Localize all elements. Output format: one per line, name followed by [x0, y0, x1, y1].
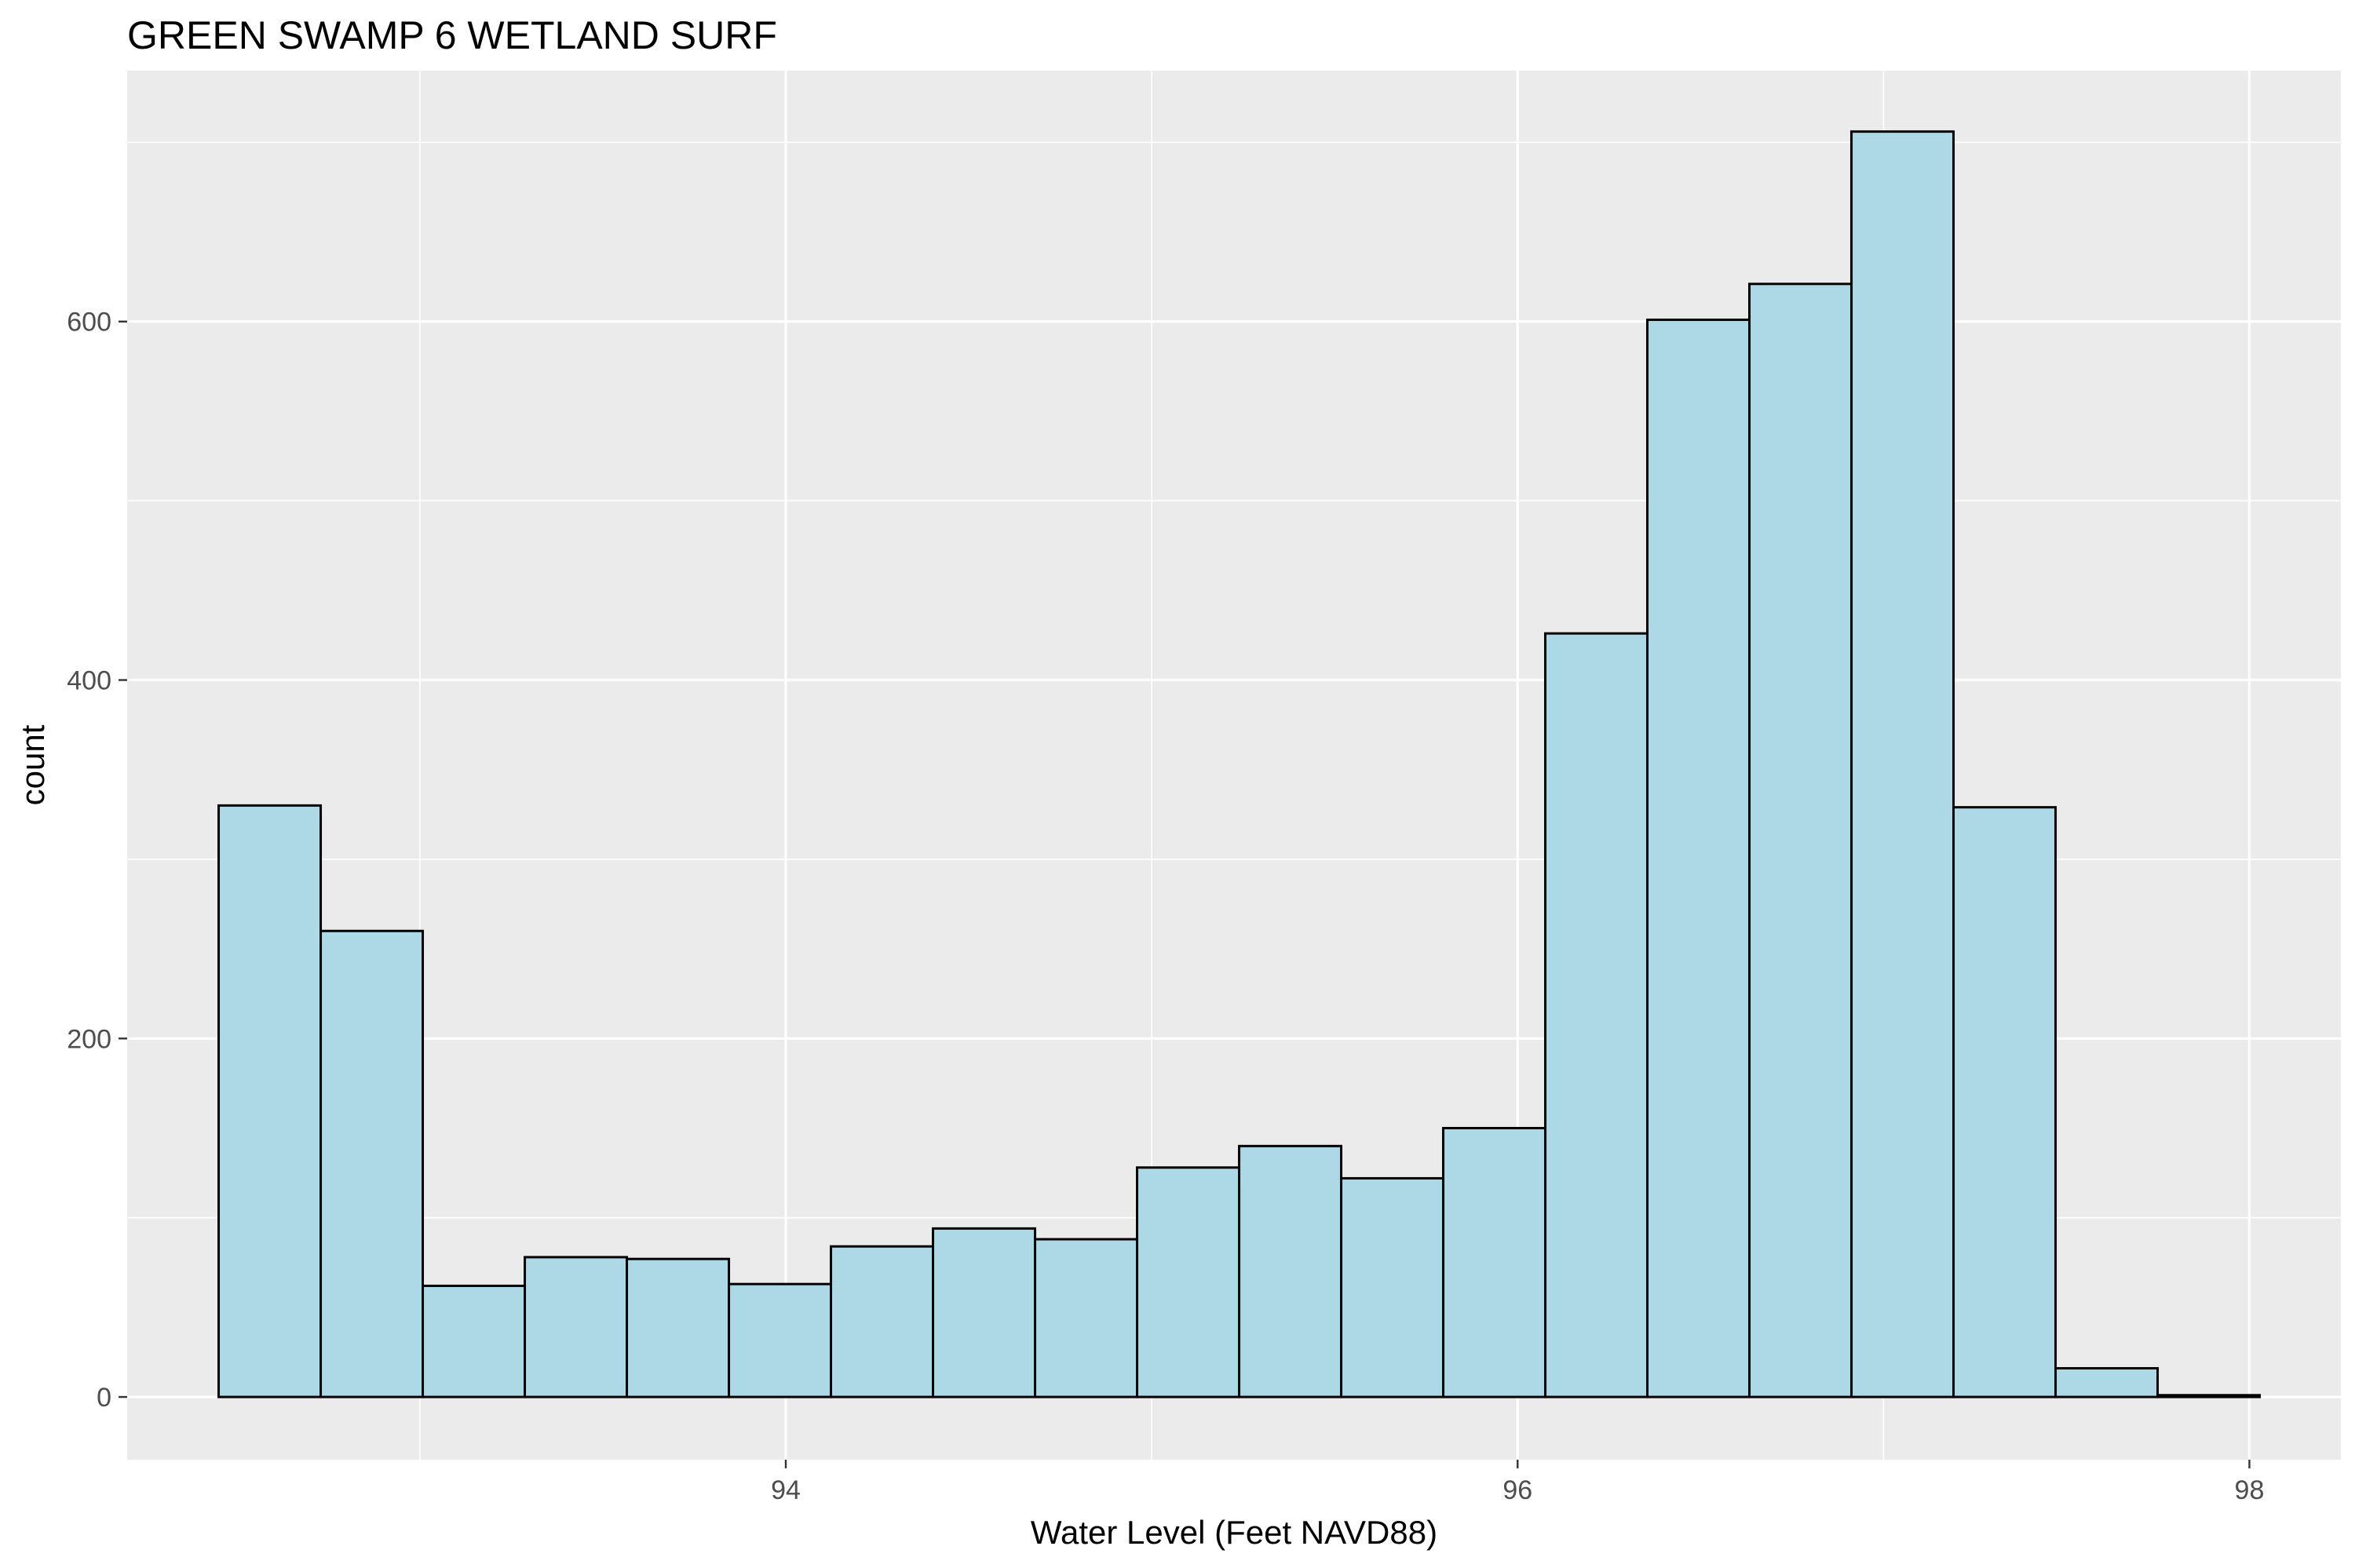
histogram-bar [2054, 1367, 2160, 1398]
histogram-bar [932, 1227, 1037, 1398]
histogram-bar [2156, 1394, 2262, 1398]
histogram-bar [1340, 1176, 1445, 1398]
histogram-bar [1544, 632, 1649, 1398]
histogram-bar [1646, 318, 1751, 1398]
y-tick-label: 200 [67, 1024, 111, 1054]
histogram-bar [422, 1284, 527, 1398]
x-tick-label: 96 [1502, 1475, 1532, 1505]
y-axis-title: count [14, 724, 51, 805]
histogram-bar [626, 1257, 731, 1398]
histogram-bar [1136, 1166, 1241, 1398]
histogram-bar [728, 1282, 833, 1398]
histogram-bars [217, 130, 2262, 1398]
x-tick-label: 94 [771, 1475, 801, 1505]
histogram-bar [1238, 1144, 1343, 1398]
axis-ticks: 0 200 400 600 94 96 98 [67, 308, 2264, 1505]
chart-title: GREEN SWAMP 6 WETLAND SURF [127, 13, 777, 57]
histogram-bar [830, 1245, 935, 1398]
y-tick-label: 0 [97, 1383, 111, 1413]
histogram-bar [319, 929, 425, 1398]
histogram-bar [524, 1256, 629, 1398]
x-axis-title: Water Level (Feet NAVD88) [1031, 1514, 1437, 1551]
histogram-bar [1850, 130, 1955, 1398]
histogram-bar [1034, 1238, 1139, 1398]
histogram-bar [1442, 1126, 1547, 1398]
histogram-bar [1748, 283, 1853, 1398]
y-tick-label: 400 [67, 666, 111, 696]
histogram-bar [217, 804, 323, 1398]
histogram-bar [1952, 806, 2057, 1398]
x-tick-label: 98 [2235, 1475, 2265, 1505]
y-tick-label: 600 [67, 308, 111, 337]
